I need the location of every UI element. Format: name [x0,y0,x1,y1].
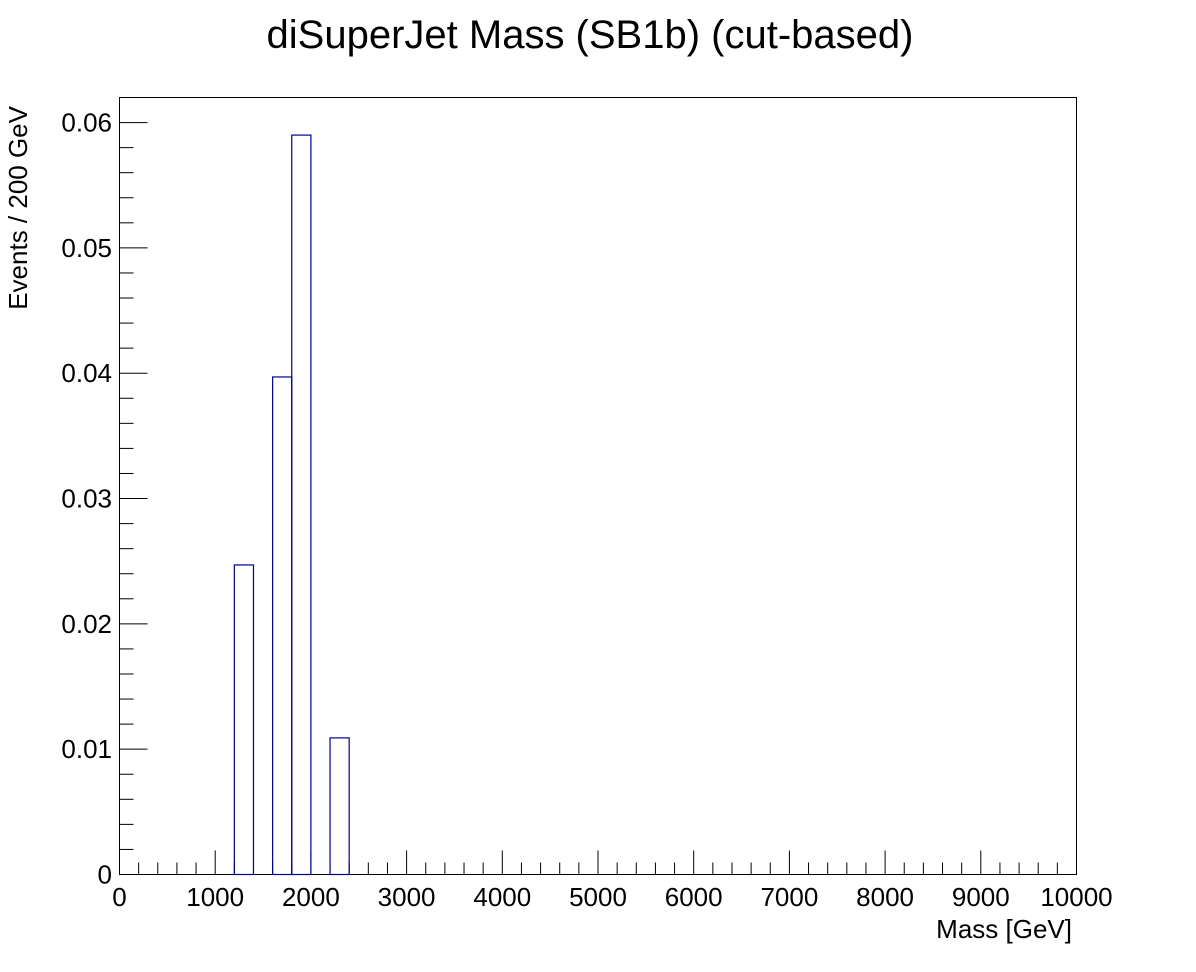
y-axis-ticks: 0 0.01 0.02 0.03 0.04 0.05 0.06 [61,97,148,890]
plot-frame [119,97,1077,875]
chart-title: diSuperJet Mass (SB1b) (cut-based) [267,13,914,57]
x-tick-label: 2000 [282,882,340,912]
histogram-bar [233,564,255,876]
x-tick-label: 4000 [473,882,531,912]
y-tick-label: 0.01 [61,734,112,764]
x-tick-label: 9000 [952,882,1010,912]
histogram-bar [329,737,350,876]
y-tick-label: 0.03 [61,484,112,514]
y-axis-label: Events / 200 GeV [3,105,33,309]
y-tick-label: 0.04 [61,358,112,388]
histogram-bar [291,134,312,876]
x-tick-label: 3000 [378,882,436,912]
x-axis-label: Mass [GeV] [936,914,1072,944]
x-tick-label: 8000 [856,882,914,912]
histogram-bar [272,376,293,876]
histogram-bars [233,134,350,876]
x-tick-label: 7000 [760,882,818,912]
x-axis-ticks: 0 1000 2000 3000 4000 5000 6000 7000 8000 9000 100… [112,850,1113,912]
x-tick-label: 10000 [1040,882,1112,912]
x-tick-label: 1000 [186,882,244,912]
x-tick-label: 5000 [569,882,627,912]
y-tick-label: 0.02 [61,609,112,639]
y-tick-label: 0.06 [61,108,112,138]
x-tick-label: 0 [112,882,126,912]
x-tick-label: 6000 [665,882,723,912]
y-tick-label: 0 [98,860,112,890]
y-tick-label: 0.05 [61,233,112,263]
